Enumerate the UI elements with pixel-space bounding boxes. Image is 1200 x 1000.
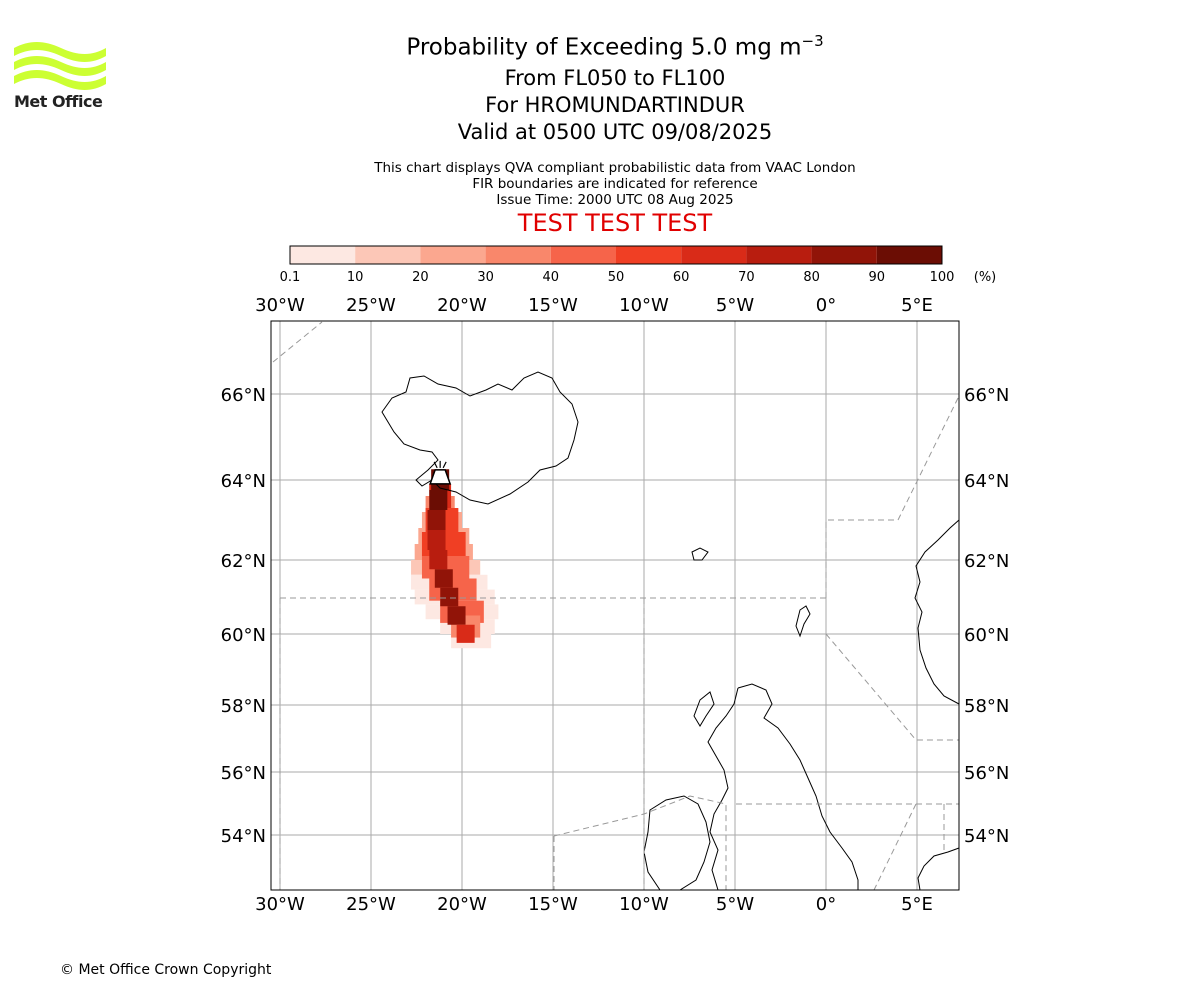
plume-cell bbox=[429, 550, 448, 570]
coastline bbox=[917, 847, 960, 891]
latitude-tick-label: 58°N bbox=[221, 696, 266, 717]
longitude-tick-label: 0° bbox=[816, 295, 836, 316]
longitude-tick-label: 20°W bbox=[437, 894, 487, 915]
title-exponent: −3 bbox=[801, 32, 824, 50]
colorbar-segment bbox=[811, 246, 877, 264]
met-office-wordmark: Met Office bbox=[14, 92, 103, 111]
latitude-tick-label: 62°N bbox=[221, 551, 266, 572]
longitude-tick-label: 25°W bbox=[346, 894, 396, 915]
colorbar-segment bbox=[550, 246, 616, 264]
colorbar-segment bbox=[420, 246, 486, 264]
colorbar-tick-label: 90 bbox=[868, 270, 886, 285]
fir-boundary bbox=[272, 321, 323, 363]
colorbar-segment bbox=[485, 246, 551, 264]
chart-title-block: Probability of Exceeding 5.0 mg m−3 From… bbox=[0, 24, 1200, 238]
colorbar-tick-label: 60 bbox=[672, 270, 690, 285]
latitude-tick-label: 58°N bbox=[964, 696, 1009, 717]
longitude-tick-label: 20°W bbox=[437, 295, 487, 316]
colorbar-tick-label: 30 bbox=[477, 270, 494, 285]
longitude-tick-label: 5°E bbox=[901, 894, 933, 915]
copyright: © Met Office Crown Copyright bbox=[60, 962, 272, 978]
latitude-tick-label: 62°N bbox=[964, 551, 1009, 572]
longitude-tick-label: 5°W bbox=[716, 894, 754, 915]
fir-boundary bbox=[825, 633, 959, 741]
note-line-1: This chart displays QVA compliant probab… bbox=[374, 159, 856, 176]
latitude-tick-label: 66°N bbox=[964, 385, 1009, 406]
latitude-tick-label: 64°N bbox=[964, 471, 1009, 492]
longitude-tick-label: 10°W bbox=[619, 894, 669, 915]
latitude-tick-label: 60°N bbox=[221, 625, 266, 646]
coastline bbox=[795, 605, 811, 638]
plume-cell bbox=[456, 624, 475, 643]
colorbar-segment bbox=[876, 246, 942, 264]
longitude-tick-label: 30°W bbox=[255, 894, 305, 915]
longitude-tick-label: 25°W bbox=[346, 295, 396, 316]
colorbar bbox=[289, 245, 943, 265]
test-banner: TEST TEST TEST bbox=[517, 208, 713, 237]
note-line-2: FIR boundaries are indicated for referen… bbox=[472, 175, 758, 192]
longitude-tick-label: 5°W bbox=[716, 295, 754, 316]
plume-cell bbox=[440, 587, 459, 607]
longitude-tick-label: 5°E bbox=[901, 295, 933, 316]
coastline bbox=[707, 687, 739, 891]
colorbar-segment bbox=[746, 246, 812, 264]
fir-boundary bbox=[873, 803, 917, 891]
flight-levels: From FL050 to FL100 bbox=[504, 65, 726, 90]
colorbar-unit: (%) bbox=[973, 270, 997, 285]
plume-cell bbox=[429, 490, 448, 510]
chart-title: Probability of Exceeding 5.0 mg m−3 bbox=[406, 32, 824, 61]
colorbar-tick-label: 100 bbox=[929, 270, 955, 285]
colorbar-tick-label: 20 bbox=[412, 270, 429, 285]
longitude-tick-label: 15°W bbox=[528, 894, 578, 915]
colorbar-tick-label: 0.1 bbox=[279, 270, 301, 285]
longitude-tick-label: 30°W bbox=[255, 295, 305, 316]
coastline bbox=[693, 691, 715, 727]
fir-boundary bbox=[825, 395, 960, 598]
colorbar-tick-label: 70 bbox=[738, 270, 755, 285]
colorbar-tick-label: 50 bbox=[607, 270, 625, 285]
latitude-tick-label: 56°N bbox=[964, 763, 1009, 784]
plume-cell bbox=[427, 530, 446, 550]
longitude-tick-label: 15°W bbox=[528, 295, 578, 316]
latitude-tick-label: 64°N bbox=[221, 471, 266, 492]
latitude-tick-label: 54°N bbox=[221, 826, 266, 847]
longitude-tick-label: 10°W bbox=[619, 295, 669, 316]
colorbar-segment bbox=[616, 246, 682, 264]
colorbar-tick-label: 80 bbox=[803, 270, 820, 285]
coastline bbox=[914, 519, 960, 705]
coastline bbox=[381, 371, 579, 505]
volcano-icon bbox=[429, 460, 452, 485]
colorbar-segment bbox=[355, 246, 421, 264]
plume-cell bbox=[447, 606, 466, 625]
colorbar-tick-label: 40 bbox=[542, 270, 560, 285]
coastline bbox=[737, 683, 859, 890]
plume-cell bbox=[434, 569, 453, 588]
latitude-tick-label: 54°N bbox=[964, 826, 1009, 847]
longitude-tick-label: 0° bbox=[816, 894, 836, 915]
latitude-tick-label: 60°N bbox=[964, 625, 1009, 646]
volcano-name: For HROMUNDARTINDUR bbox=[485, 92, 745, 117]
fir-boundary bbox=[553, 795, 727, 890]
colorbar-segment bbox=[290, 246, 356, 264]
coastline bbox=[691, 547, 709, 561]
note-line-3: Issue Time: 2000 UTC 08 Aug 2025 bbox=[496, 191, 734, 208]
colorbar-segment bbox=[681, 246, 747, 264]
met-office-logo bbox=[14, 42, 106, 90]
latitude-tick-label: 66°N bbox=[221, 385, 266, 406]
colorbar-tick-label: 10 bbox=[346, 270, 364, 285]
coastline bbox=[643, 795, 711, 891]
plume-cell bbox=[427, 510, 446, 530]
valid-time: Valid at 0500 UTC 09/08/2025 bbox=[457, 119, 773, 144]
latitude-tick-label: 56°N bbox=[221, 763, 266, 784]
